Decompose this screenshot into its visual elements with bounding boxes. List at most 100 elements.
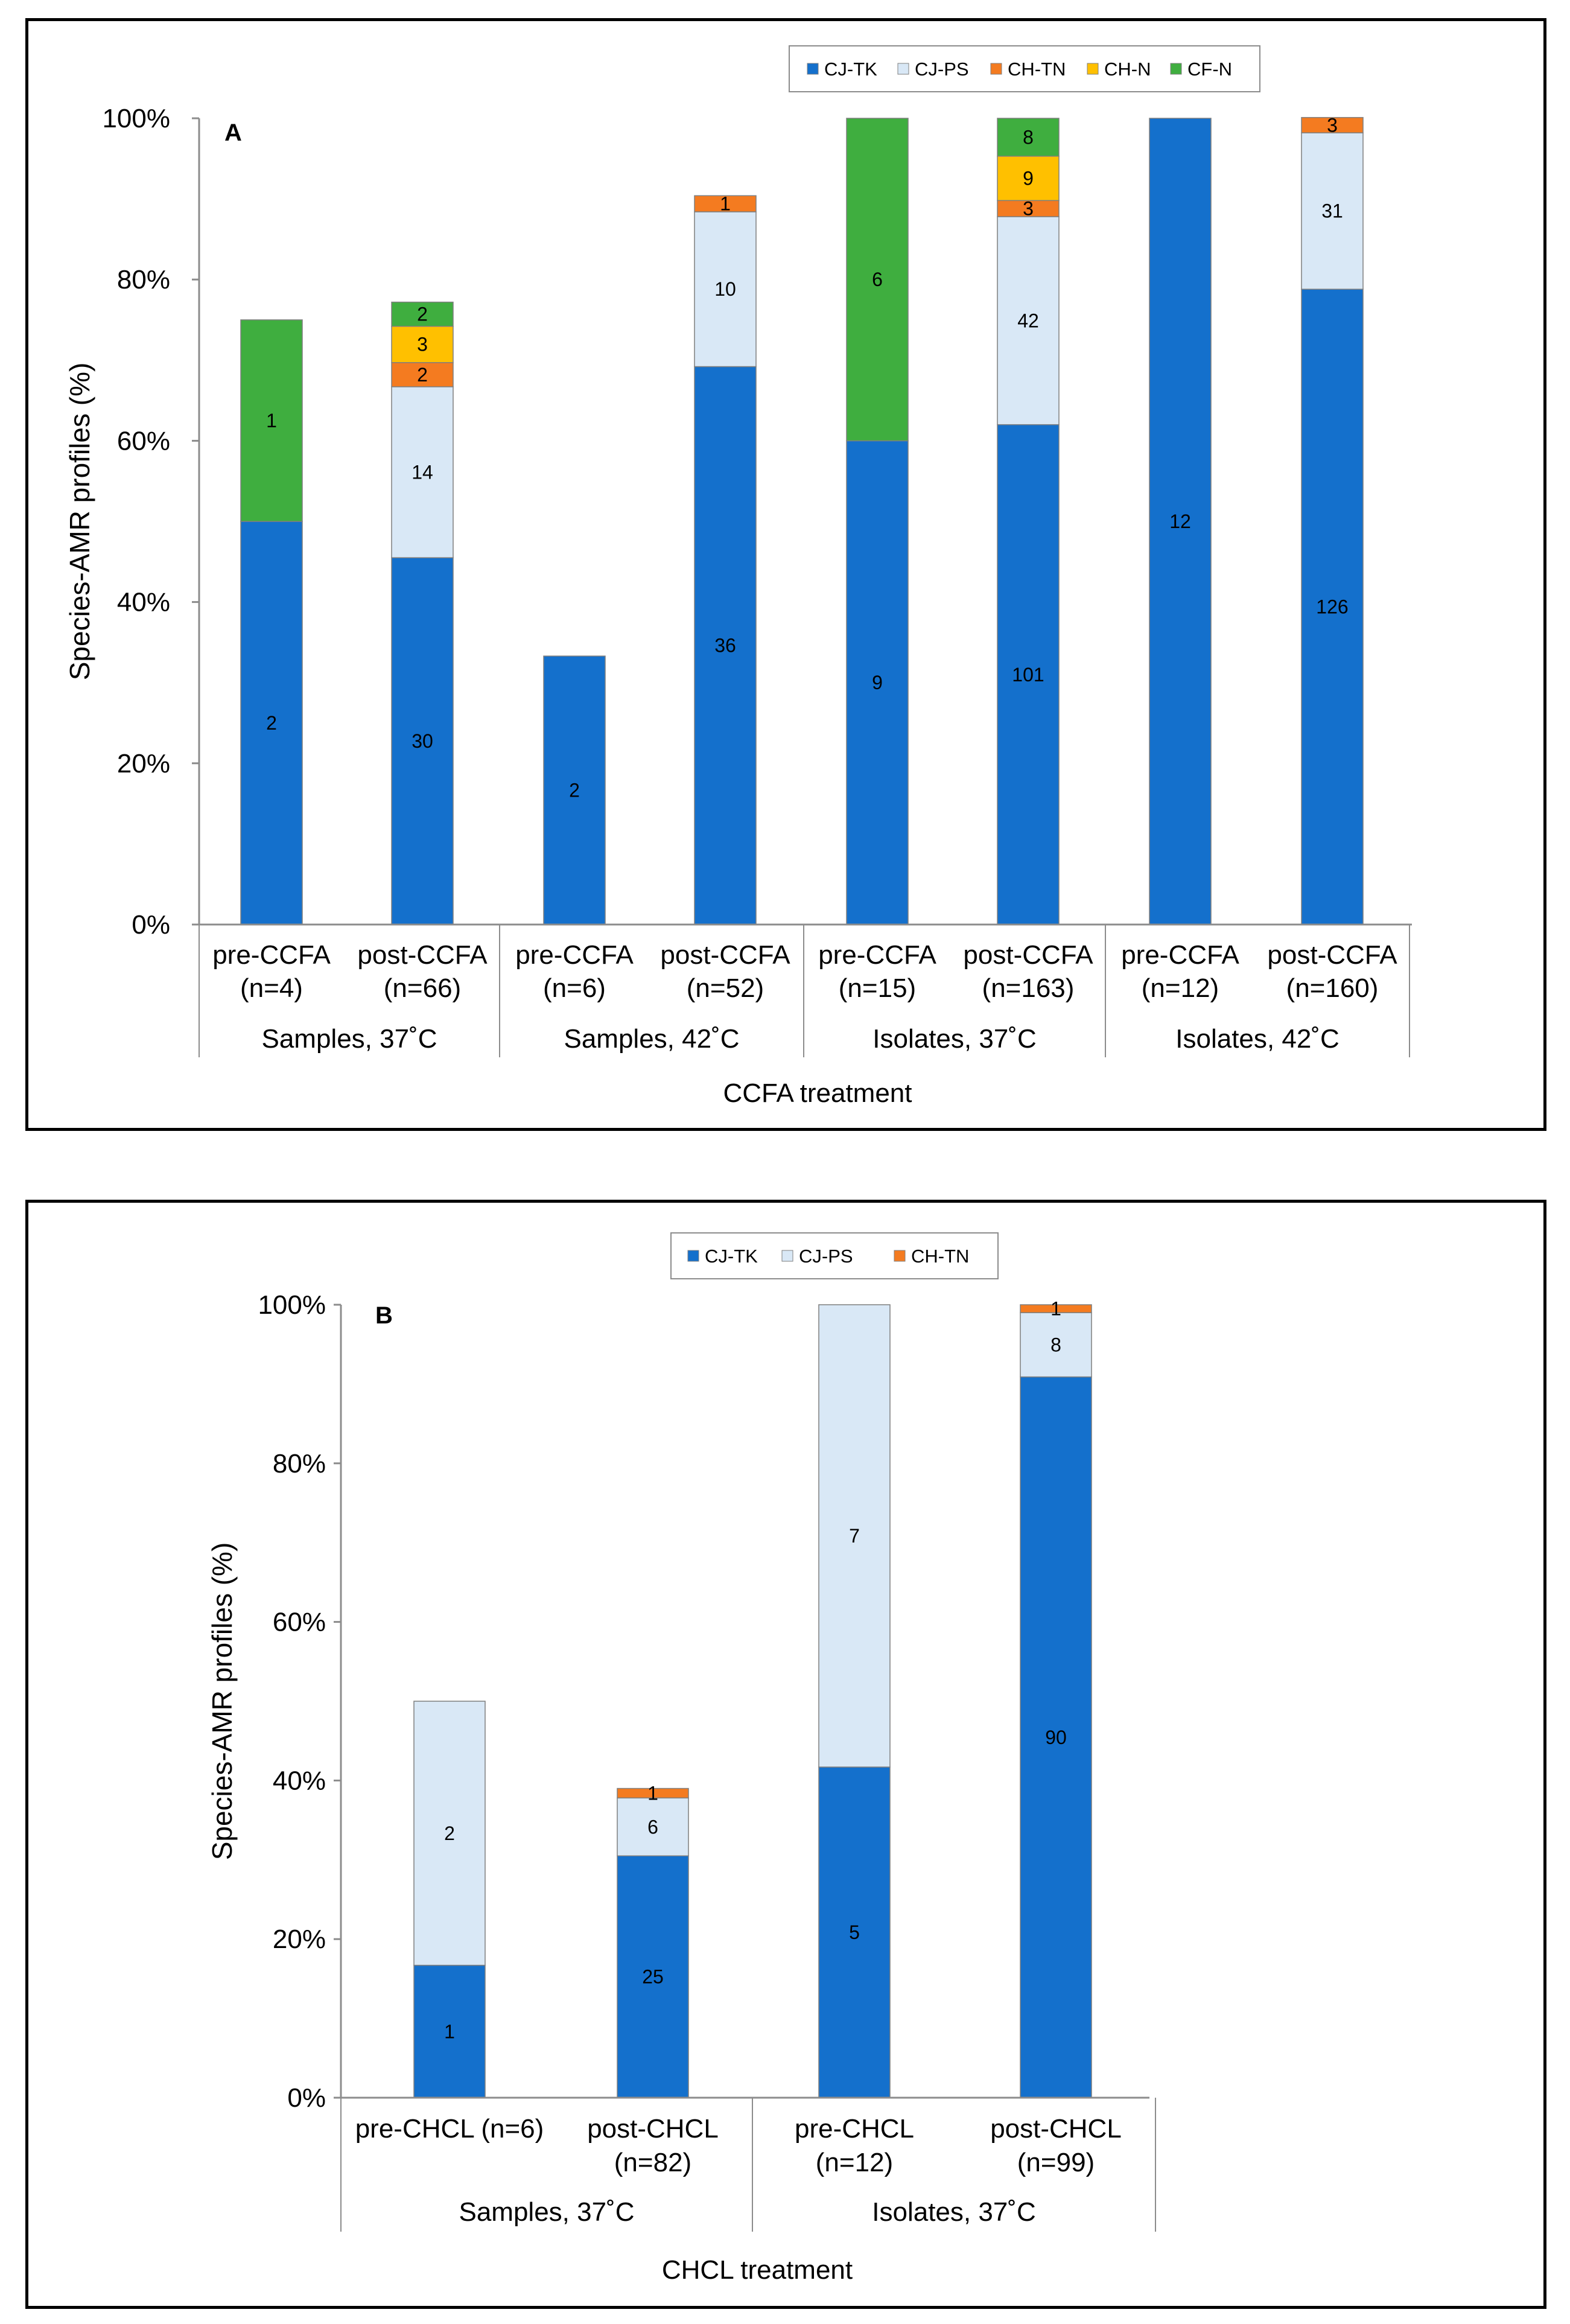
chart-a-legend-label-cf-n: CF-N [1187, 59, 1232, 80]
chart-a-data-label-cf-n: 6 [872, 269, 883, 290]
chart-b-y-tick-label: 20% [273, 1924, 326, 1954]
chart-b-bar-cj-ps [413, 1701, 486, 1966]
chart-a-category-label: post-CCFA [357, 940, 488, 970]
chart-b-y-tick-label: 0% [287, 2083, 326, 2113]
chart-b-bar-ch-tn [1020, 1304, 1092, 1313]
chart-a-bar-ch-n [997, 156, 1060, 202]
chart-a-category-n: (n=52) [687, 973, 764, 1003]
chart-a-legend-label-ch-tn: CH-TN [1008, 59, 1066, 80]
chart-b-x-axis-title: CHCL treatment [662, 2255, 853, 2285]
chart-b-data-label-cj-ps: 7 [849, 1525, 860, 1547]
chart-a-data-label-cj-tk: 101 [1012, 664, 1044, 686]
chart-a-bar-cf-n [240, 319, 303, 522]
chart-b-legend [670, 1232, 999, 1279]
chart-a-bar-cj-ps [997, 216, 1060, 425]
chart-a-y-axis-title: Species-AMR profiles (%) [64, 363, 95, 681]
chart-a-data-label-cj-ps: 31 [1321, 200, 1343, 222]
chart-b-legend-swatch-cj-ps [781, 1250, 793, 1262]
chart-b-data-label-cj-ps: 6 [647, 1816, 658, 1838]
chart-b-data-label-cj-tk: 25 [642, 1966, 664, 1988]
chart-a-data-label-ch-tn: 3 [1023, 198, 1034, 220]
chart-a-data-label-ch-n: 9 [1023, 168, 1034, 189]
chart-a-category-n: (n=12) [1142, 973, 1219, 1003]
chart-a-panel-label: A [224, 119, 242, 146]
chart-b-group-label: Samples, 37˚C [459, 2197, 634, 2227]
chart-a-category-n: (n=15) [839, 973, 916, 1003]
chart-a-bar-cf-n [391, 301, 454, 327]
chart-b-category-n: (n=12) [816, 2148, 893, 2177]
chart-a-data-label-ch-tn: 1 [720, 193, 731, 215]
chart-a-legend-swatch-ch-n [1087, 63, 1099, 75]
chart-b-category-n: (n=99) [1017, 2148, 1095, 2177]
chart-a-data-label-cf-n: 1 [266, 410, 277, 431]
chart-a-bar-cj-tk [391, 557, 454, 925]
chart-a-category-n: (n=4) [240, 973, 303, 1003]
chart-b: 0% 20% 40% 60% 80% 100% Species-AMR profiles (… [206, 1232, 1156, 2285]
chart-a-data-label-cj-tk: 9 [872, 672, 883, 693]
chart-b-y-tick-label: 100% [258, 1290, 326, 1320]
chart-a-data-label-cj-ps: 14 [412, 462, 433, 483]
chart-b-data-label-cj-ps: 8 [1050, 1334, 1061, 1355]
chart-b-data-label-ch-tn: 1 [1050, 1298, 1061, 1320]
chart-a-y-tick-label: 60% [117, 426, 170, 456]
chart-a-bar-ch-tn [1301, 116, 1364, 133]
panel-a-frame [25, 18, 1546, 1131]
chart-a-data-label-ch-tn: 2 [417, 364, 428, 386]
chart-a-group-label: Isolates, 37˚C [872, 1024, 1036, 1054]
chart-a-data-label-ch-tn: 3 [1327, 114, 1338, 136]
chart-a-legend-label-ch-n: CH-N [1104, 59, 1151, 80]
chart-b-y-tick-label: 40% [273, 1766, 326, 1795]
chart-a-y-tick-label: 80% [117, 265, 170, 294]
chart-b-bar-cj-tk [413, 1964, 486, 2098]
chart-b-legend-label-ch-tn: CH-TN [911, 1246, 969, 1267]
chart-a-legend-swatch-cj-ps [897, 63, 909, 75]
chart-a-category-label: pre-CCFA [1121, 940, 1239, 970]
chart-a-bar-ch-n [391, 325, 454, 363]
chart-a-data-label-cj-tk: 2 [266, 712, 277, 734]
chart-a-bar-ch-tn [391, 362, 454, 387]
chart-a-data-label-cf-n: 2 [417, 304, 428, 325]
chart-b-y-tick-label: 80% [273, 1449, 326, 1479]
chart-b-category-n: (n=82) [614, 2148, 691, 2177]
chart-a: 0% 20% 40% 60% 80% 100% Species-AMR profiles (… [64, 45, 1412, 1108]
chart-a-data-label-cf-n: 8 [1023, 126, 1034, 148]
chart-a-legend-swatch-cj-tk [807, 63, 819, 75]
chart-a-data-label-cj-tk: 36 [714, 635, 736, 657]
chart-a-category-n: (n=66) [384, 973, 461, 1003]
chart-b-category-label: pre-CHCL (n=6) [355, 2114, 544, 2144]
chart-b-data-label-cj-ps: 2 [444, 1823, 455, 1844]
chart-b-bar-cj-tk [1020, 1376, 1092, 2098]
chart-a-legend-label-cj-tk: CJ-TK [824, 59, 877, 80]
chart-a-category-label: post-CCFA [660, 940, 790, 970]
chart-a-bar-cj-ps [391, 386, 454, 558]
chart-a-group-label: Samples, 42˚C [564, 1024, 739, 1054]
chart-a-legend-label-cj-ps: CJ-PS [915, 59, 969, 80]
chart-a-legend-swatch-cf-n [1170, 63, 1182, 75]
chart-b-legend-label-cj-tk: CJ-TK [705, 1246, 758, 1267]
chart-b-data-label-cj-tk: 5 [849, 1921, 860, 1943]
chart-a-category-n: (n=6) [543, 973, 606, 1003]
chart-b-bar-cj-ps [1020, 1312, 1092, 1378]
chart-b-data-label-cj-tk: 1 [444, 2020, 455, 2042]
chart-a-data-label-cj-tk: 30 [412, 730, 433, 752]
chart-a-data-label-ch-n: 3 [417, 334, 428, 355]
chart-a-bar-cj-ps [694, 211, 757, 368]
chart-a-bar-cj-tk [543, 655, 606, 925]
chart-b-y-axis-title: Species-AMR profiles (%) [206, 1542, 238, 1861]
chart-a-x-axis-title: CCFA treatment [723, 1078, 912, 1108]
chart-a-data-label-cj-ps: 10 [714, 278, 736, 300]
chart-a-category-label: pre-CCFA [515, 940, 634, 970]
chart-a-y-tick-label: 20% [117, 749, 170, 778]
chart-a-data-label-cj-ps: 42 [1017, 310, 1039, 331]
chart-a-category-n: (n=160) [1286, 973, 1379, 1003]
chart-b-bar-cj-tk [617, 1855, 689, 2098]
chart-a-data-label-cj-tk: 2 [569, 780, 580, 801]
chart-a-category-label: pre-CCFA [212, 940, 331, 970]
chart-a-data-label-cj-tk: 126 [1316, 596, 1348, 618]
chart-b-data-label-cj-tk: 90 [1045, 1727, 1067, 1748]
chart-b-bar-cj-tk [818, 1766, 891, 2098]
chart-a-category-label: pre-CCFA [818, 940, 936, 970]
chart-a-group-label: Isolates, 42˚C [1175, 1024, 1339, 1054]
chart-a-bar-cf-n [846, 118, 909, 442]
chart-b-y-tick-label: 60% [273, 1608, 326, 1637]
